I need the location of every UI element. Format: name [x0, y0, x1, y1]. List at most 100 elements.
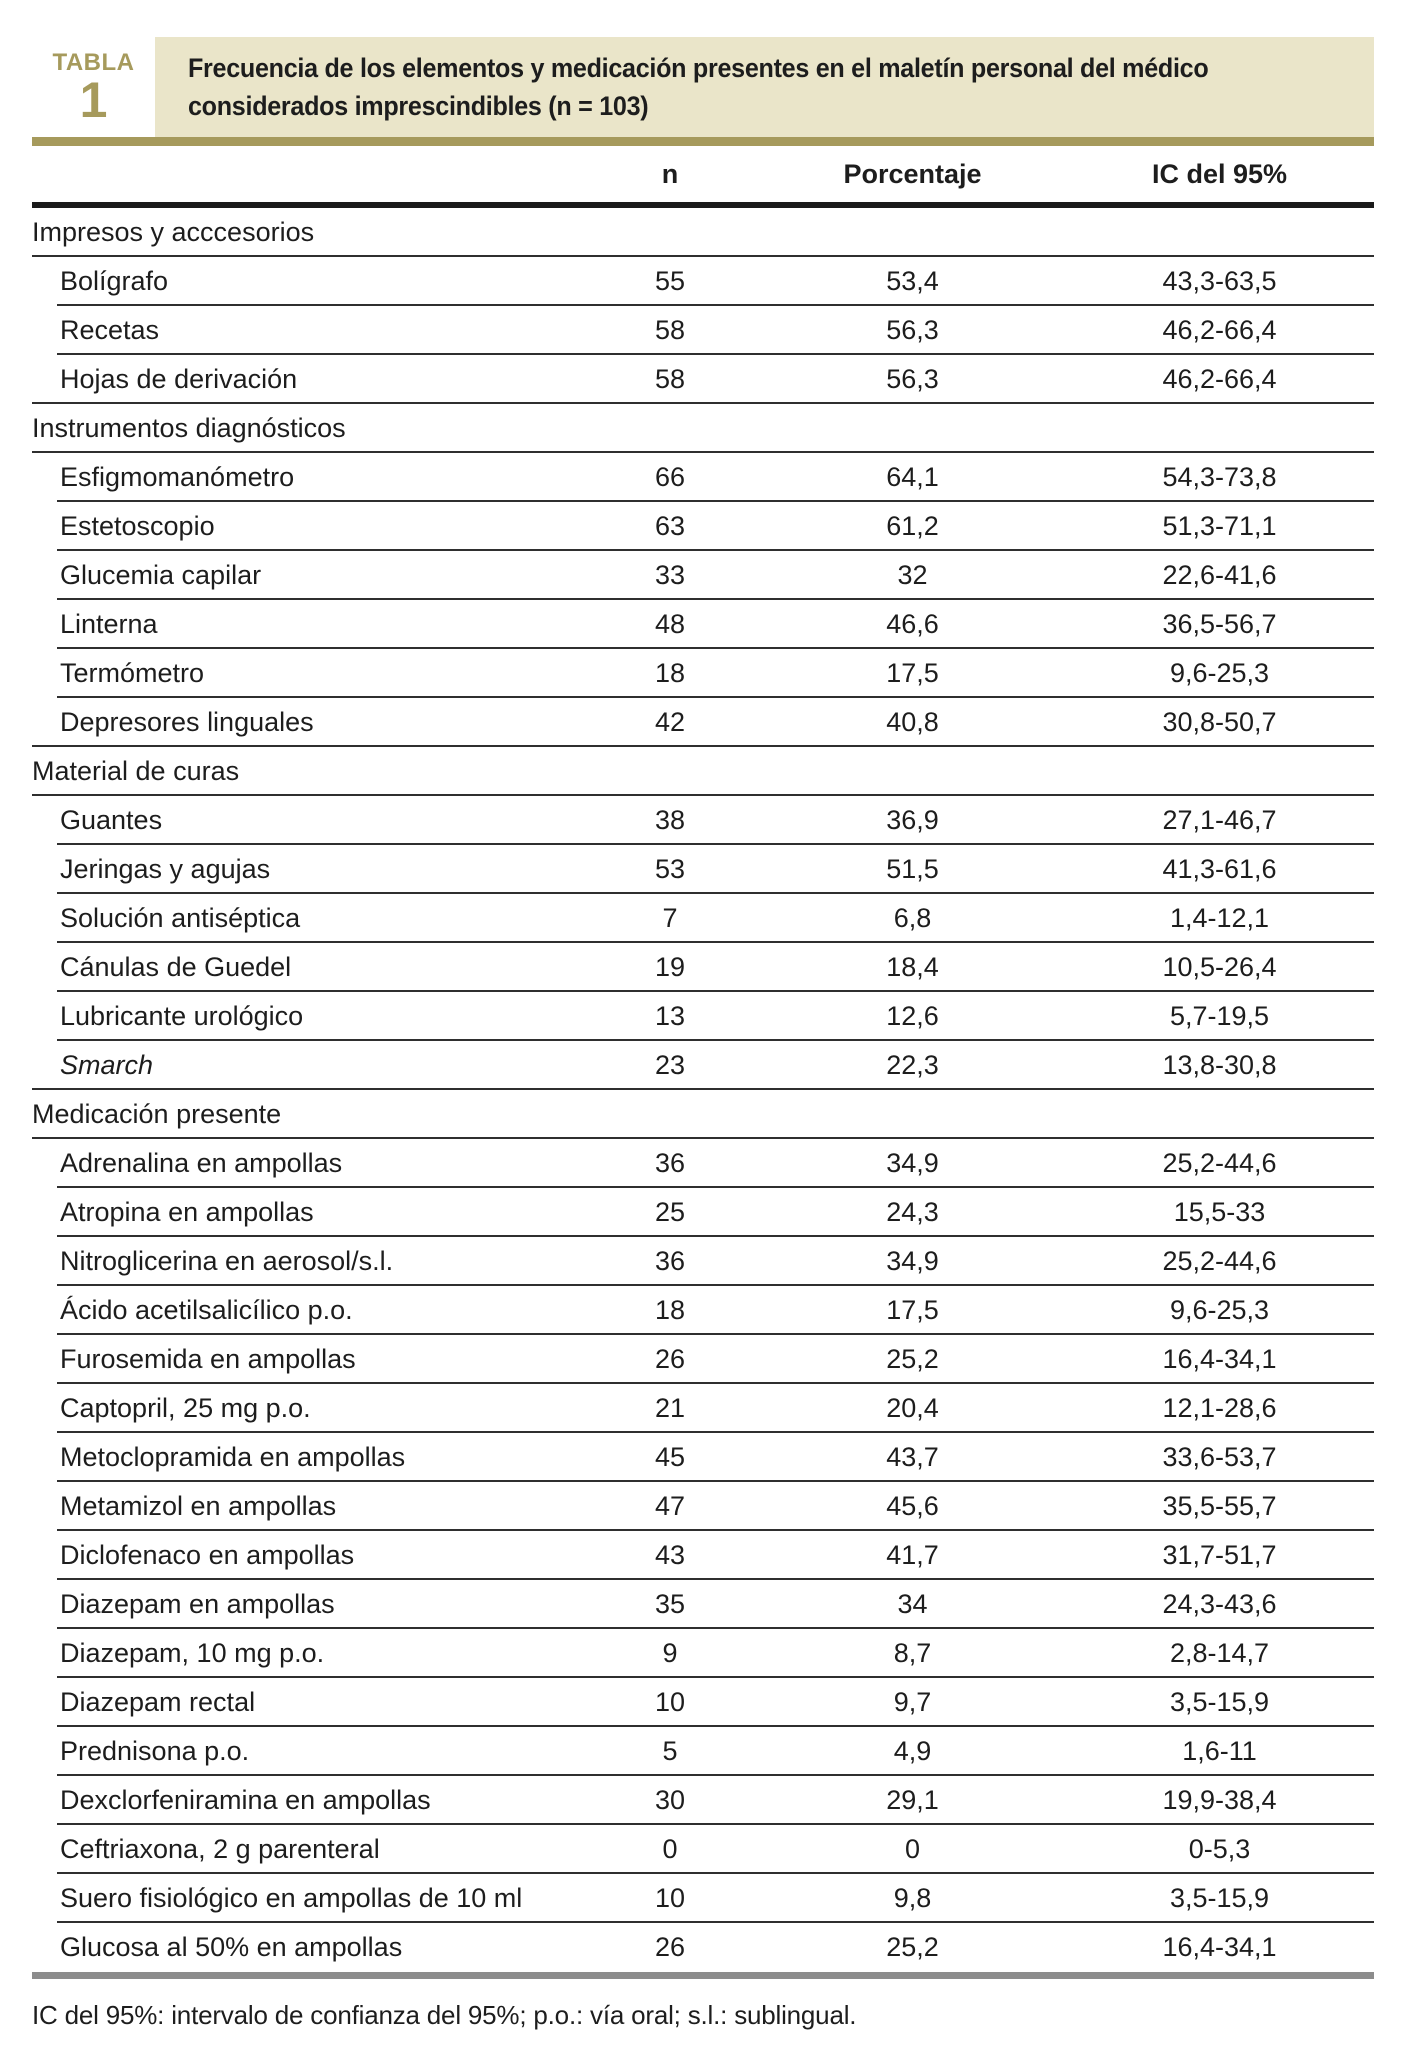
row-label: Glucosa al 50% en ampollas	[60, 1932, 403, 1962]
row-ic95: 2,8-14,7	[1169, 1638, 1270, 1668]
row-label: Glucemia capilar	[60, 560, 262, 590]
table-row: Diazepam rectal 10 9,7 3,5-15,9	[32, 1678, 1374, 1727]
row-label: Depresores linguales	[60, 707, 314, 737]
row-divider-line	[57, 1578, 1374, 1580]
row-n: 45	[654, 1442, 686, 1472]
section-header-row: Impresos y acccesorios	[32, 208, 1374, 257]
table-row: Diclofenaco en ampollas 43 41,7 31,7-51,7	[32, 1531, 1374, 1580]
row-porcentaje: 36,9	[886, 805, 939, 835]
row-porcentaje: 20,4	[886, 1393, 939, 1423]
row-porcentaje: 56,3	[886, 364, 939, 394]
row-n: 53	[654, 854, 686, 884]
row-porcentaje: 18,4	[886, 952, 939, 982]
row-divider-line	[57, 1333, 1374, 1335]
row-ic95: 9,6-25,3	[1169, 658, 1270, 688]
table-row: Dexclorfeniramina en ampollas 30 29,1 19,9-…	[32, 1776, 1374, 1825]
row-divider-line	[32, 255, 1374, 257]
row-n: 26	[654, 1932, 686, 1962]
table-row: Guantes 38 36,9 27,1-46,7	[32, 796, 1374, 845]
table-label-number: 1	[79, 72, 108, 128]
row-ic95: 13,8-30,8	[1162, 1050, 1277, 1080]
row-ic95: 25,2-44,6	[1162, 1246, 1277, 1276]
row-label: Linterna	[60, 609, 158, 639]
table-label-word: TABLA	[52, 49, 135, 76]
table-row: Recetas 58 56,3 46,2-66,4	[32, 306, 1374, 355]
row-label: Ácido acetilsalicílico p.o.	[60, 1295, 353, 1325]
row-n: 5	[662, 1736, 678, 1766]
footnote: IC del 95%: intervalo de confianza del 9…	[32, 2000, 857, 2030]
row-label: Hojas de derivación	[60, 364, 298, 394]
table-row: Esfigmomanómetro 66 64,1 54,3-73,8	[32, 453, 1374, 502]
table-row: Lubricante urológico 13 12,6 5,7-19,5	[32, 992, 1374, 1041]
row-porcentaje: 6,8	[893, 903, 932, 933]
table-row: Captopril, 25 mg p.o. 21 20,4 12,1-28,6	[32, 1384, 1374, 1433]
row-n: 36	[654, 1148, 686, 1178]
row-divider-line	[57, 1529, 1374, 1531]
column-header-ic95: IC del 95%	[1151, 158, 1288, 189]
row-porcentaje: 64,1	[886, 462, 939, 492]
section-header-label: Instrumentos diagnósticos	[32, 413, 346, 443]
row-divider-line	[57, 1480, 1374, 1482]
row-ic95: 54,3-73,8	[1162, 462, 1277, 492]
table-row: Jeringas y agujas 53 51,5 41,3-61,6	[32, 845, 1374, 894]
table-body: Impresos y acccesorios Bolígrafo 55 53,4 43,…	[32, 208, 1374, 1972]
row-divider-line	[57, 1431, 1374, 1433]
row-n: 23	[654, 1050, 686, 1080]
row-label: Prednisona p.o.	[60, 1736, 250, 1766]
row-label: Nitroglicerina en aerosol/s.l.	[60, 1246, 394, 1276]
row-ic95: 31,7-51,7	[1162, 1540, 1277, 1570]
row-divider-line	[57, 1774, 1374, 1776]
row-ic95: 33,6-53,7	[1162, 1442, 1277, 1472]
row-porcentaje: 9,7	[893, 1687, 932, 1717]
table-row: Smarch 23 22,3 13,8-30,8	[32, 1041, 1374, 1090]
row-label: Diazepam, 10 mg p.o.	[60, 1638, 325, 1668]
column-header-row: n Porcentaje IC del 95%	[32, 146, 1374, 202]
bottom-bar	[32, 1972, 1374, 1979]
row-ic95: 19,9-38,4	[1162, 1785, 1277, 1815]
row-label: Cánulas de Guedel	[60, 952, 292, 982]
row-divider-line	[57, 1186, 1374, 1188]
row-ic95: 30,8-50,7	[1162, 707, 1277, 737]
row-n: 66	[654, 462, 686, 492]
row-n: 10	[654, 1687, 686, 1717]
row-n: 33	[654, 560, 686, 590]
table-row: Solución antiséptica 7 6,8 1,4-12,1	[32, 894, 1374, 943]
table-row: Cánulas de Guedel 19 18,4 10,5-26,4	[32, 943, 1374, 992]
table-row: Diazepam en ampollas 35 34 24,3-43,6	[32, 1580, 1374, 1629]
row-n: 0	[662, 1834, 678, 1864]
row-label: Jeringas y agujas	[60, 854, 271, 884]
row-ic95: 25,2-44,6	[1162, 1148, 1277, 1178]
row-divider-line	[57, 1823, 1374, 1825]
row-ic95: 27,1-46,7	[1162, 805, 1277, 835]
row-ic95: 43,3-63,5	[1162, 266, 1277, 296]
row-porcentaje: 9,8	[893, 1883, 932, 1913]
row-divider-line	[57, 500, 1374, 502]
table-row: Ceftriaxona, 2 g parenteral 0 0 0-5,3	[32, 1825, 1374, 1874]
row-label: Termómetro	[60, 658, 205, 688]
row-label: Atropina en ampollas	[60, 1197, 314, 1227]
row-n: 18	[654, 658, 686, 688]
row-porcentaje: 34,9	[886, 1246, 939, 1276]
section-header-row: Medicación presente	[32, 1090, 1374, 1139]
row-divider-line	[57, 1039, 1374, 1041]
row-label: Dexclorfeniramina en ampollas	[60, 1785, 431, 1815]
row-porcentaje: 53,4	[886, 266, 939, 296]
row-porcentaje: 12,6	[886, 1001, 939, 1031]
row-porcentaje: 32	[897, 560, 928, 590]
row-label: Metamizol en ampollas	[60, 1491, 337, 1521]
row-divider-line	[57, 1627, 1374, 1629]
row-label: Suero fisiológico en ampollas de 10 ml	[60, 1883, 523, 1913]
row-label: Estetoscopio	[60, 511, 215, 541]
row-ic95: 36,5-56,7	[1162, 609, 1277, 639]
row-porcentaje: 17,5	[886, 658, 939, 688]
row-n: 13	[654, 1001, 686, 1031]
row-divider-line	[57, 843, 1374, 845]
row-ic95: 5,7-19,5	[1169, 1001, 1270, 1031]
row-divider-line	[57, 941, 1374, 943]
table-figure: TABLA 1 Frecuencia de los elementos y me…	[32, 37, 1374, 2031]
row-porcentaje: 61,2	[886, 511, 939, 541]
table-label-box: TABLA 1	[32, 37, 155, 137]
row-label: Furosemida en ampollas	[60, 1344, 356, 1374]
row-n: 9	[662, 1638, 678, 1668]
row-label: Bolígrafo	[60, 266, 169, 296]
